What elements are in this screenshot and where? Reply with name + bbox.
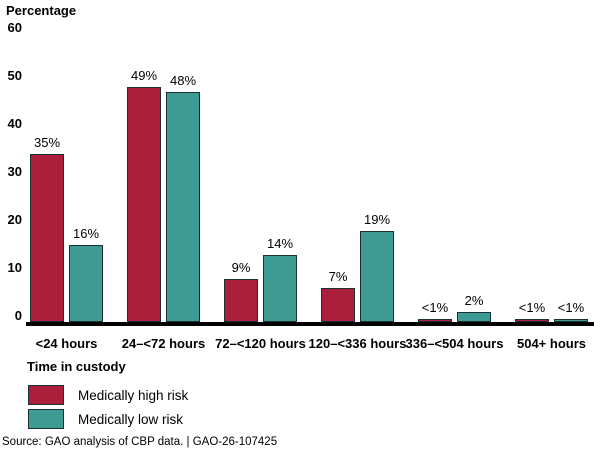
y-axis-tick-label: 50 — [7, 68, 22, 83]
y-axis-tick-label: 10 — [7, 260, 22, 275]
y-axis-tick-label: 60 — [7, 20, 22, 35]
bar — [166, 92, 200, 322]
bar — [515, 319, 549, 322]
legend-label: Medically low risk — [78, 411, 184, 427]
bar-value-label: <1% — [557, 300, 585, 315]
bar-value-label: 35% — [33, 135, 61, 150]
bar — [457, 312, 491, 322]
bar — [418, 319, 452, 322]
x-axis-category-label: 120–<336 hours — [308, 336, 407, 351]
bar-value-label: <1% — [421, 300, 449, 315]
bar — [30, 154, 64, 322]
bar-value-label: 9% — [231, 260, 251, 275]
x-axis-category-label: 336–<504 hours — [405, 336, 504, 351]
bar — [360, 231, 394, 322]
legend-item: Medically high risk — [28, 385, 188, 405]
legend-swatch — [28, 409, 64, 429]
bar-value-label: 16% — [72, 226, 100, 241]
y-axis-title: Percentage — [6, 3, 77, 18]
source-note: Source: GAO analysis of CBP data. | GAO-… — [2, 436, 278, 448]
bar — [69, 245, 103, 322]
bar — [224, 279, 258, 322]
bar-value-label: <1% — [518, 300, 546, 315]
legend-swatch — [28, 385, 64, 405]
legend: Medically high risk Medically low risk — [28, 385, 188, 433]
legend-item: Medically low risk — [28, 409, 188, 429]
bar-value-label: 19% — [363, 212, 391, 227]
y-axis-tick-label: 40 — [7, 116, 22, 131]
bar — [554, 319, 588, 322]
y-axis-tick-label: 0 — [14, 308, 22, 323]
legend-label: Medically high risk — [78, 387, 189, 403]
bar — [127, 87, 161, 322]
bar-value-label: 14% — [266, 236, 294, 251]
x-axis-baseline — [26, 322, 594, 326]
bar-value-label: 48% — [169, 73, 197, 88]
bar-value-label: 7% — [328, 269, 348, 284]
x-axis-category-label: 72–<120 hours — [215, 336, 306, 351]
y-axis-tick-label: 20 — [7, 212, 22, 227]
bar — [321, 288, 355, 322]
bar — [263, 255, 297, 322]
y-axis-tick-label: 30 — [7, 164, 22, 179]
bar-value-label: 2% — [464, 293, 484, 308]
bar-value-label: 49% — [130, 68, 158, 83]
x-axis-category-label: 504+ hours — [516, 336, 586, 351]
x-axis-category-label: 24–<72 hours — [121, 336, 206, 351]
x-axis-category-label: <24 hours — [35, 336, 98, 351]
x-axis-title: Time in custody — [27, 359, 126, 374]
